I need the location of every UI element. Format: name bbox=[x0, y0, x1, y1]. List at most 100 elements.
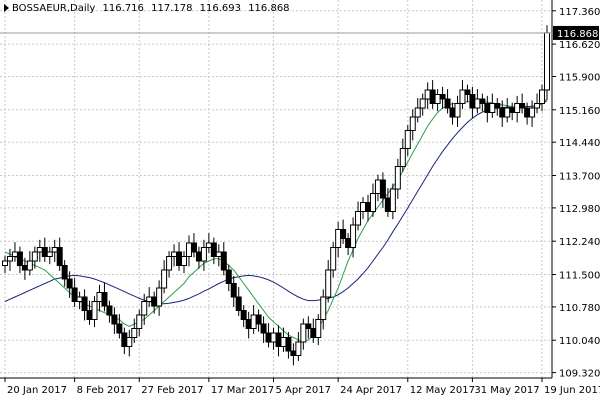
candle bbox=[454, 95, 461, 127]
candle bbox=[36, 239, 43, 262]
candle bbox=[210, 237, 217, 265]
candle-body bbox=[190, 242, 197, 253]
candle-body bbox=[280, 337, 287, 347]
candles bbox=[2, 25, 550, 366]
candle-body bbox=[539, 89, 546, 104]
candle bbox=[136, 309, 143, 337]
candle-body bbox=[146, 296, 153, 302]
candle bbox=[200, 239, 207, 271]
candle bbox=[340, 219, 347, 244]
candle-body bbox=[434, 94, 441, 104]
y-tick-label: 115.900 bbox=[559, 73, 600, 84]
candle-body bbox=[399, 148, 406, 167]
candle-body bbox=[305, 323, 312, 329]
candle-body bbox=[200, 247, 207, 262]
candle-body bbox=[509, 107, 516, 113]
candle-body bbox=[91, 301, 98, 320]
last-price-label: 116.868 bbox=[557, 29, 598, 40]
candle-body bbox=[51, 247, 58, 253]
candle bbox=[524, 102, 531, 125]
candle-body bbox=[111, 314, 118, 325]
candle bbox=[509, 102, 516, 121]
candle-body bbox=[444, 98, 451, 109]
candle-body bbox=[449, 107, 456, 118]
candle bbox=[220, 242, 227, 276]
y-tick-label: 112.240 bbox=[559, 237, 600, 248]
y-tick-label: 113.700 bbox=[559, 172, 600, 183]
candle bbox=[176, 242, 183, 271]
candle-body bbox=[116, 323, 123, 334]
candle-body bbox=[136, 314, 143, 329]
candle bbox=[394, 158, 401, 199]
candle bbox=[369, 183, 376, 217]
candle-body bbox=[6, 256, 13, 262]
candle-body bbox=[185, 242, 192, 257]
candle bbox=[81, 289, 88, 321]
candle-body bbox=[166, 256, 173, 271]
candle bbox=[171, 244, 178, 267]
candle bbox=[71, 278, 78, 307]
candle bbox=[66, 271, 73, 298]
candle bbox=[439, 86, 446, 109]
candle-body bbox=[454, 103, 461, 118]
candle bbox=[379, 172, 386, 208]
x-tick-label: 19 Jun 2017 bbox=[544, 385, 600, 396]
candle bbox=[46, 246, 53, 265]
candle bbox=[310, 318, 317, 343]
candle bbox=[409, 109, 416, 141]
y-tick-label: 115.160 bbox=[559, 106, 600, 117]
candle bbox=[494, 98, 501, 116]
candle bbox=[156, 280, 163, 316]
symbol-label: BOSSAEUR,Daily bbox=[12, 3, 96, 14]
x-tick-label: 8 Feb 2017 bbox=[77, 385, 133, 396]
candle bbox=[275, 325, 282, 357]
candle bbox=[181, 251, 188, 274]
candle bbox=[250, 305, 257, 334]
candle-body bbox=[320, 296, 327, 320]
candle-body bbox=[350, 224, 357, 248]
candle bbox=[384, 188, 391, 217]
candle-body bbox=[464, 89, 471, 95]
candle-body bbox=[181, 256, 188, 266]
candle-body bbox=[325, 269, 332, 298]
candle-body bbox=[265, 332, 272, 343]
candle bbox=[469, 86, 476, 118]
candle-body bbox=[459, 89, 466, 104]
candle bbox=[404, 125, 411, 157]
candle-body bbox=[121, 332, 128, 347]
candle bbox=[195, 246, 202, 269]
candle-body bbox=[21, 265, 28, 271]
candle bbox=[320, 289, 327, 330]
y-tick-label: 116.620 bbox=[559, 40, 600, 51]
axes bbox=[0, 0, 556, 382]
open-value: 116.716 bbox=[102, 3, 144, 14]
candle-body bbox=[36, 247, 43, 253]
candle bbox=[31, 246, 38, 269]
candle bbox=[544, 25, 550, 100]
candle bbox=[325, 260, 332, 303]
candle-body bbox=[61, 265, 68, 280]
candle bbox=[2, 255, 8, 274]
candle-body bbox=[364, 202, 371, 212]
candle-body bbox=[374, 179, 381, 194]
candle-body bbox=[26, 260, 33, 271]
candle bbox=[315, 314, 322, 346]
candle-body bbox=[131, 328, 138, 338]
candle-body bbox=[205, 242, 212, 248]
chart-header: BOSSAEUR,Daily 116.716 117.178 116.693 1… bbox=[4, 3, 294, 14]
candle bbox=[166, 251, 173, 278]
candle-body bbox=[310, 328, 317, 338]
candle bbox=[225, 264, 232, 292]
x-axis-labels: 20 Jan 2017 8 Feb 2017 27 Feb 2017 17 Mar 2… bbox=[7, 385, 600, 396]
candle-body bbox=[260, 323, 267, 334]
candle-body bbox=[360, 202, 367, 212]
candle-body bbox=[270, 332, 277, 343]
candle bbox=[205, 233, 212, 253]
candle-body bbox=[56, 247, 63, 266]
candle bbox=[504, 98, 511, 123]
chart-arrow-icon bbox=[4, 4, 9, 12]
x-tick-label: 31 May 2017 bbox=[474, 385, 539, 396]
candle-body bbox=[161, 269, 168, 289]
candle bbox=[146, 287, 153, 307]
